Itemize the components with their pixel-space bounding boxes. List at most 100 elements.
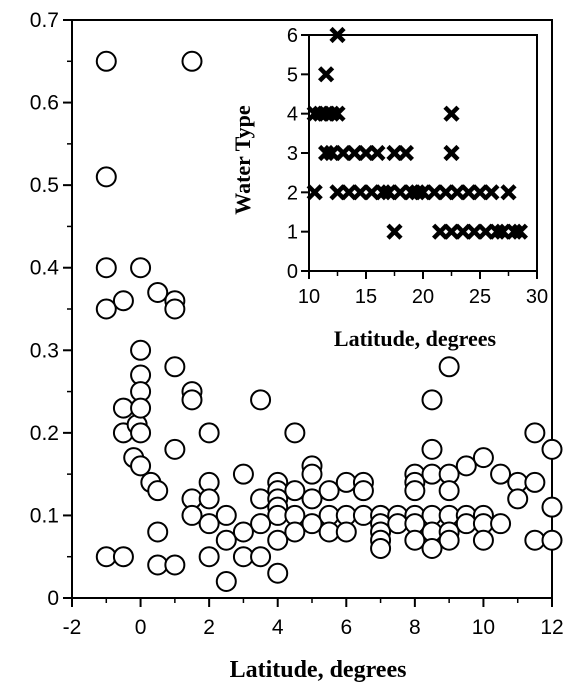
main-data-point (438, 356, 460, 378)
main-data-point (404, 529, 426, 551)
main-y-tick-label: 0.5 (30, 174, 59, 197)
main-y-tick-label: 0.2 (30, 422, 59, 445)
main-data-point (181, 50, 203, 72)
inset-x-tick-label: 25 (469, 286, 491, 308)
main-x-axis-title: Latitude, degrees (230, 657, 407, 683)
main-data-point (147, 521, 169, 543)
main-y-tick-label: 0 (47, 587, 59, 610)
inset-data-point (369, 144, 386, 162)
main-data-point (164, 298, 186, 320)
main-data-point (267, 529, 289, 551)
inset-data-point (386, 223, 403, 240)
inset-data-point (329, 26, 346, 44)
main-x-tick-label: 4 (272, 616, 284, 639)
inset-y-tick-label: 2 (287, 182, 298, 204)
main-data-point (335, 521, 357, 543)
main-data-point (284, 480, 306, 502)
main-x-tick-label: 10 (472, 616, 495, 639)
main-data-point (352, 480, 374, 502)
main-data-point (215, 529, 237, 551)
main-data-point (318, 480, 340, 502)
main-data-point (130, 422, 152, 444)
main-data-point (284, 521, 306, 543)
main-data-point (215, 504, 237, 526)
main-data-point (370, 537, 392, 559)
inset-data-points (306, 26, 528, 240)
main-data-point (301, 463, 323, 485)
inset-plot: 10 15 20 25 30 0 1 2 3 4 5 6 Latitude, degrees Wate… (230, 25, 548, 351)
inset-y-tick-label: 5 (287, 64, 298, 86)
main-data-point (301, 513, 323, 535)
main-data-point (284, 422, 306, 444)
inset-data-point (329, 105, 346, 122)
main-data-point (438, 480, 460, 502)
inset-y-tick-label: 4 (287, 104, 298, 126)
main-data-point (164, 356, 186, 378)
main-y-tick-label: 0.6 (30, 92, 59, 115)
main-data-point (181, 504, 203, 526)
main-data-point (472, 447, 494, 469)
main-data-point (301, 488, 323, 510)
main-data-points (95, 50, 563, 592)
inset-y-tick-label: 6 (287, 25, 298, 47)
main-data-point (112, 546, 134, 568)
main-data-point (95, 298, 117, 320)
main-data-point (181, 389, 203, 411)
inset-x-tick-label: 15 (355, 286, 377, 308)
main-data-point (198, 422, 220, 444)
main-data-point (130, 397, 152, 419)
main-data-point (164, 554, 186, 576)
main-data-point (130, 455, 152, 477)
inset-x-tick-label: 30 (526, 286, 548, 308)
main-data-point (524, 422, 546, 444)
main-data-point (404, 480, 426, 502)
main-data-point (232, 463, 254, 485)
main-data-point (250, 546, 272, 568)
main-data-point (455, 455, 477, 477)
main-x-tick-label: 12 (540, 616, 563, 639)
main-data-point (95, 50, 117, 72)
main-data-point (95, 166, 117, 188)
main-x-tick-label: 8 (409, 616, 421, 639)
main-data-point (112, 290, 134, 312)
inset-axis-ticks: 10 15 20 25 30 0 1 2 3 4 5 6 (287, 25, 548, 308)
main-data-point (147, 480, 169, 502)
main-data-point (524, 471, 546, 493)
main-data-point (541, 529, 563, 551)
main-data-point (130, 257, 152, 279)
main-y-tick-label: 0.7 (30, 9, 59, 32)
inset-data-point (483, 184, 500, 201)
main-x-tick-label: 2 (203, 616, 215, 639)
main-data-point (250, 389, 272, 411)
inset-data-point (306, 184, 323, 201)
main-data-point (147, 281, 169, 303)
main-data-point (164, 438, 186, 460)
main-data-point (421, 389, 443, 411)
inset-data-point (397, 144, 414, 162)
inset-data-point (500, 184, 517, 201)
main-data-point (95, 257, 117, 279)
main-data-point (267, 562, 289, 584)
inset-data-point (511, 223, 528, 240)
main-data-point (438, 529, 460, 551)
main-x-tick-label: 0 (135, 616, 147, 639)
main-data-point (198, 546, 220, 568)
inset-data-point (443, 144, 460, 162)
main-data-point (215, 570, 237, 592)
inset-data-point (318, 66, 335, 83)
main-data-point (421, 438, 443, 460)
main-data-point (472, 529, 494, 551)
main-data-point (490, 463, 512, 485)
main-data-point (198, 513, 220, 535)
inset-y-tick-label: 0 (287, 261, 298, 283)
main-data-point (541, 496, 563, 518)
main-data-point (130, 339, 152, 361)
inset-y-tick-label: 3 (287, 143, 298, 165)
main-x-tick-label: -2 (63, 616, 82, 639)
inset-x-tick-label: 20 (412, 286, 434, 308)
main-data-point (507, 488, 529, 510)
main-data-point (250, 513, 272, 535)
inset-x-tick-label: 10 (298, 286, 320, 308)
